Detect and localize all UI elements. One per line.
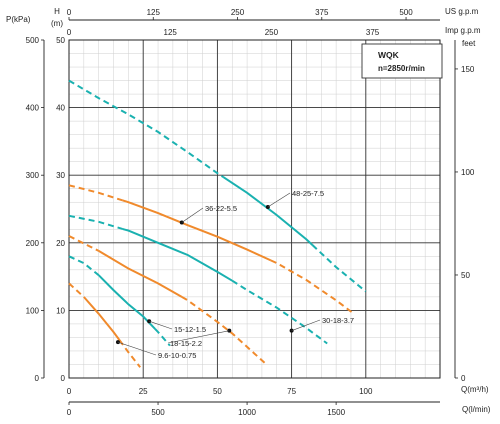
plot-border: [68, 39, 441, 379]
series-line-dashed: [68, 184, 123, 202]
axis-unit-h: (m): [51, 19, 63, 28]
series-line-dashed: [231, 279, 328, 345]
p-axis-tick-label: 200: [26, 239, 40, 248]
chart-title: WQK: [378, 50, 400, 60]
impgpm-axis-tick-label: 375: [366, 28, 380, 37]
series-line-solid: [98, 250, 183, 298]
feet-axis-tick-label: 50: [461, 271, 470, 280]
series-30-18-3.7: 30-18-3.7: [68, 214, 354, 345]
series-9.6-10-0.75: 9.6-10-0.75: [68, 282, 196, 368]
impgpm-axis-tick-label: 125: [164, 28, 178, 37]
qlmin-axis-tick-label: 1000: [238, 408, 256, 417]
h-axis-tick-label: 40: [56, 104, 65, 113]
qm3h-axis-tick-label: 75: [287, 387, 296, 396]
series-leader-line: [149, 320, 173, 330]
series-line-dashed: [68, 282, 85, 298]
series-line-solid: [222, 176, 314, 246]
series-line-dashed: [68, 214, 123, 230]
series-line-dashed: [118, 339, 141, 368]
feet-axis-tick-label: 150: [461, 65, 475, 74]
h-axis-tick-label: 50: [56, 36, 65, 45]
h-axis-tick-label: 0: [61, 374, 66, 383]
qlmin-axis-tick-label: 1500: [327, 408, 345, 417]
axis-title-impgpm: Imp g.p.m: [445, 26, 481, 35]
series-label: 15-12-1.5: [174, 325, 206, 334]
series-48-25-7.5: 48-25-7.5: [68, 79, 367, 293]
usgpm-axis-tick-label: 125: [147, 8, 161, 17]
series-line-solid: [97, 274, 156, 330]
series-line-dashed: [311, 244, 367, 293]
feet-axis-tick-label: 100: [461, 168, 475, 177]
chart-subtitle: n=2850r/min: [378, 64, 425, 73]
p-axis-tick-label: 400: [26, 104, 40, 113]
series-label: 18-15-2.2: [170, 339, 202, 348]
axis-title-feet: feet: [462, 39, 476, 48]
p-axis-tick-label: 500: [26, 36, 40, 45]
series-line-dashed: [68, 235, 100, 252]
series-line-dashed: [68, 255, 100, 276]
qlmin-axis-tick-label: 500: [151, 408, 165, 417]
axis-title-qlmin: Q(l/min): [462, 405, 491, 414]
series-18-15-2.2: 18-15-2.2: [68, 235, 266, 364]
series-line-dashed: [68, 79, 224, 178]
axis-title-h: H: [54, 7, 60, 16]
legend-box: WQK n=2850r/min: [361, 43, 443, 79]
axis-title-qm3h: Q(m³/h): [461, 385, 489, 394]
qm3h-axis-tick-label: 25: [139, 387, 148, 396]
feet-axis-tick-label: 0: [461, 374, 466, 383]
series-leader-line: [117, 341, 157, 356]
p-axis-tick-label: 100: [26, 306, 40, 315]
series-line-solid: [122, 227, 233, 282]
plot-frame: [68, 39, 441, 379]
h-axis-tick-label: 10: [56, 306, 65, 315]
qm3h-axis-tick-label: 50: [213, 387, 222, 396]
grid: [68, 39, 441, 379]
qlmin-axis-tick-label: 0: [67, 408, 72, 417]
series-label: 48-25-7.5: [292, 189, 324, 198]
series-leader-line: [181, 207, 204, 223]
series-line-solid: [122, 199, 272, 262]
series-label: 9.6-10-0.75: [158, 351, 196, 360]
usgpm-axis-tick-label: 0: [67, 8, 72, 17]
axis-title-p: P(kPa): [6, 15, 31, 24]
usgpm-axis-tick-label: 250: [231, 8, 245, 17]
series-label: 36-22-5.5: [205, 204, 237, 213]
usgpm-axis-tick-label: 375: [315, 8, 329, 17]
h-axis-tick-label: 20: [56, 239, 65, 248]
h-axis-tick-label: 30: [56, 171, 65, 180]
impgpm-axis-tick-label: 0: [67, 28, 72, 37]
series-15-12-1.5: 15-12-1.5: [68, 255, 206, 347]
qm3h-axis-tick-label: 100: [359, 387, 373, 396]
series-leader-line: [291, 319, 321, 331]
series-36-22-5.5: 36-22-5.5: [68, 184, 355, 315]
qm3h-axis-tick-label: 0: [67, 387, 72, 396]
p-axis-tick-label: 300: [26, 171, 40, 180]
series-line-dashed: [270, 259, 355, 315]
impgpm-axis-tick-label: 250: [265, 28, 279, 37]
p-axis-tick-label: 0: [35, 374, 40, 383]
series-line-dashed: [154, 328, 171, 347]
series-label: 30-18-3.7: [322, 316, 354, 325]
series-line-solid: [83, 296, 121, 341]
usgpm-axis-tick-label: 500: [399, 8, 413, 17]
axis-title-usgpm: US g.p.m: [445, 7, 479, 16]
series-line-dashed: [181, 296, 266, 364]
series-leader-line: [167, 330, 230, 344]
series: 9.6-10-0.75 15-12-1.5 18-15-2.2 30-18-3.7 36…: [68, 79, 367, 368]
series-leader-line: [267, 192, 291, 208]
